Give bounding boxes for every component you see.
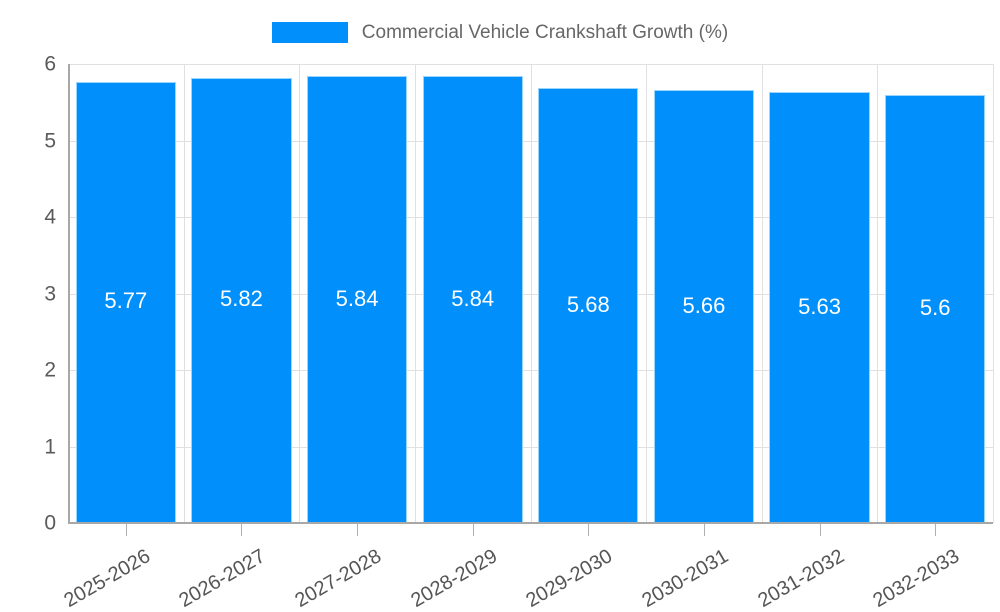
gridline-vertical — [414, 64, 416, 523]
x-axis-tick-mark — [935, 524, 937, 536]
y-axis-tick-label: 1 — [44, 435, 56, 458]
bar-column[interactable]: 5.82 — [191, 64, 292, 523]
gridline-vertical — [299, 64, 301, 523]
y-axis-tick-label: 3 — [44, 282, 56, 305]
bar[interactable]: 5.82 — [191, 77, 292, 523]
gridline-vertical — [993, 64, 994, 523]
plot-area: 5.77 5.82 5.84 5.84 5.68 5.66 5.63 5.6 — [68, 64, 994, 524]
bar[interactable]: 5.63 — [769, 92, 870, 523]
y-axis-tick-label: 6 — [44, 52, 56, 76]
x-axis-tick-label: 2032-2033 — [869, 545, 964, 612]
bar-value-label: 5.84 — [335, 285, 379, 311]
x-axis-tick-mark — [241, 524, 243, 536]
bar[interactable]: 5.6 — [885, 94, 986, 523]
gridline-vertical — [877, 64, 879, 523]
x-axis-tick-mark — [588, 524, 590, 536]
bar-column[interactable]: 5.6 — [885, 64, 986, 523]
x-axis-tick-label: 2031-2032 — [753, 545, 848, 612]
legend-color-swatch-icon — [271, 21, 348, 43]
bar[interactable]: 5.84 — [422, 76, 523, 523]
x-axis-line — [68, 522, 993, 524]
x-axis-tick-label: 2029-2030 — [522, 545, 617, 612]
gridline-vertical — [646, 64, 648, 523]
x-axis-tick-label: 2027-2028 — [291, 545, 386, 612]
bar-value-label: 5.84 — [451, 285, 495, 311]
y-axis-tick-label: 2 — [44, 358, 56, 382]
x-axis-tick-mark — [125, 524, 127, 536]
y-axis-tick-label: 5 — [44, 129, 56, 152]
bar-column[interactable]: 5.84 — [306, 64, 408, 523]
bar-column[interactable]: 5.77 — [75, 64, 176, 523]
gridline-vertical — [183, 64, 185, 523]
x-axis-tick-label: 2028-2029 — [407, 545, 501, 612]
bar-column[interactable]: 5.66 — [653, 64, 755, 523]
bar[interactable]: 5.68 — [538, 88, 639, 523]
legend-item-label: Commercial Vehicle Crankshaft Growth (%) — [361, 21, 729, 43]
bar-series: 5.77 5.82 5.84 5.84 5.68 5.66 5.63 5.6 — [68, 64, 993, 523]
bar-value-label: 5.6 — [919, 294, 951, 320]
bar[interactable]: 5.77 — [75, 81, 176, 523]
x-axis-tick-label: 2026-2027 — [175, 545, 270, 612]
bar[interactable]: 5.84 — [306, 76, 408, 523]
x-axis-tick-mark — [819, 524, 821, 536]
bar-column[interactable]: 5.63 — [769, 64, 870, 523]
gridline-vertical — [530, 64, 532, 523]
bar-value-label: 5.68 — [566, 291, 610, 317]
bar[interactable]: 5.66 — [653, 90, 755, 523]
legend-item-commercial-vehicle-crankshaft-growth[interactable]: Commercial Vehicle Crankshaft Growth (%) — [271, 21, 729, 43]
x-axis-tick-mark — [472, 524, 474, 536]
bar-value-label: 5.66 — [682, 292, 726, 318]
x-axis-tick-label: 2025-2026 — [60, 545, 154, 612]
y-axis-labels: 0 1 2 3 4 5 6 — [0, 0, 56, 600]
y-axis-tick-label: 0 — [44, 511, 56, 535]
bar-value-label: 5.63 — [798, 293, 841, 319]
bar-column[interactable]: 5.84 — [422, 64, 523, 523]
x-axis-tick-mark — [703, 524, 705, 536]
bar-value-label: 5.82 — [220, 286, 263, 312]
y-axis-line — [68, 64, 70, 524]
chart-legend: Commercial Vehicle Crankshaft Growth (%) — [0, 14, 1000, 50]
bar-column[interactable]: 5.68 — [538, 64, 639, 523]
x-axis-tick-label: 2030-2031 — [638, 545, 733, 612]
y-axis-tick-label: 4 — [44, 205, 56, 229]
x-axis-tick-mark — [357, 524, 359, 536]
bar-value-label: 5.77 — [104, 288, 148, 314]
x-axis-labels: 2025-2026 2026-2027 2027-2028 2028-2029 2029… — [60, 524, 993, 612]
gridline-vertical — [761, 64, 763, 523]
